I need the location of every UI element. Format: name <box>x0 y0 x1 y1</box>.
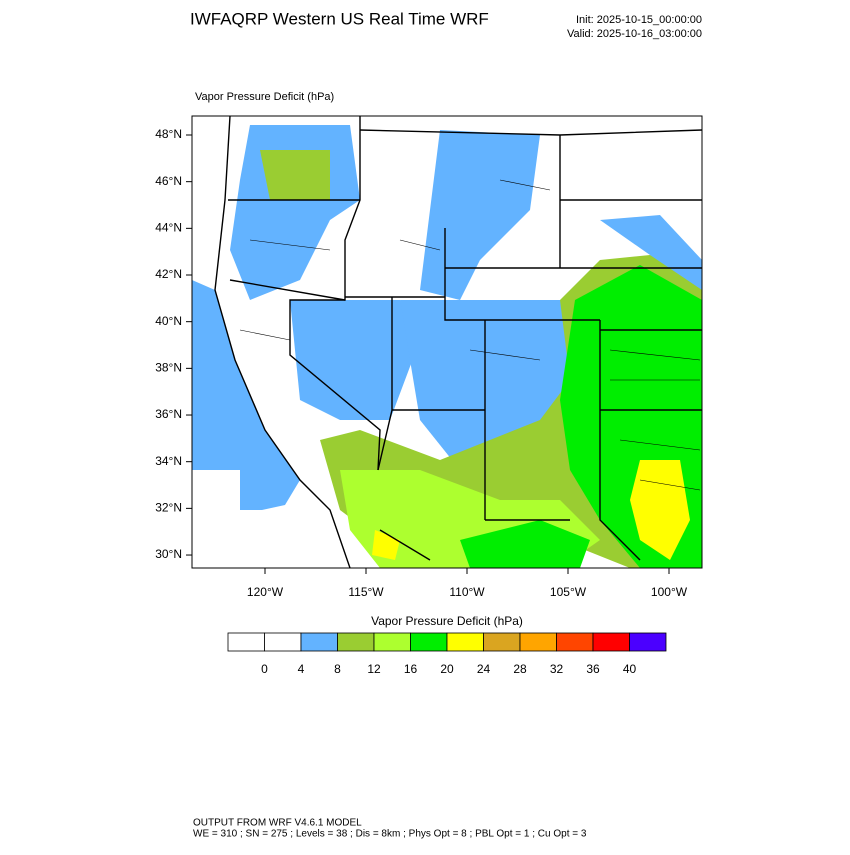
lon-labels: 120°W 115°W 110°W 105°W 100°W <box>247 568 688 599</box>
colorbar-box <box>629 632 667 652</box>
title: IWFAQRP Western US Real Time WRF <box>190 9 489 28</box>
colorbar-label: 16 <box>404 662 418 676</box>
colorbar-label: 36 <box>586 662 600 676</box>
colorbar-box <box>519 632 557 652</box>
colorbar-label: 4 <box>298 662 305 676</box>
lat-label: 34°N <box>155 454 182 468</box>
colorbar-box <box>264 632 302 652</box>
lat-label: 40°N <box>155 314 182 328</box>
lat-label: 36°N <box>155 407 182 421</box>
lat-label: 44°N <box>155 221 182 235</box>
colorbar-box <box>337 632 375 652</box>
colorbar-title: Vapor Pressure Deficit (hPa) <box>371 614 523 628</box>
lat-label: 48°N <box>155 127 182 141</box>
colorbar-label: 28 <box>513 662 527 676</box>
lat-label: 42°N <box>155 267 182 281</box>
lat-label: 46°N <box>155 174 182 188</box>
footer-line: OUTPUT FROM WRF V4.6.1 MODEL <box>193 818 362 829</box>
colorbar-box <box>300 632 338 652</box>
colorbar-label: 32 <box>550 662 564 676</box>
colorbar-box <box>446 632 484 652</box>
lon-label: 120°W <box>247 585 284 599</box>
lat-label: 30°N <box>155 547 182 561</box>
colorbar-label: 20 <box>440 662 454 676</box>
colorbar-label: 40 <box>623 662 637 676</box>
map-label: Vapor Pressure Deficit (hPa) <box>195 91 334 103</box>
lat-label: 38°N <box>155 361 182 375</box>
footer-line: WE = 310 ; SN = 275 ; Levels = 38 ; Dis … <box>193 829 587 840</box>
lon-label: 115°W <box>348 585 384 599</box>
colorbar-box <box>483 632 521 652</box>
colorbar-label: 8 <box>334 662 341 676</box>
colorbar-label: 12 <box>367 662 381 676</box>
lat-label: 32°N <box>155 501 182 515</box>
colorbar-box <box>373 632 411 652</box>
colorbar-box <box>410 632 448 652</box>
init-time: Init: 2025-10-15_00:00:00 <box>576 14 702 26</box>
colorbar-box <box>592 632 630 652</box>
lon-label: 100°W <box>651 585 688 599</box>
valid-time: Valid: 2025-10-16_03:00:00 <box>567 28 702 40</box>
colorbar-label: 24 <box>477 662 491 676</box>
colorbar-box <box>556 632 594 652</box>
map-frame <box>191 115 703 569</box>
lon-label: 110°W <box>449 585 485 599</box>
colorbar: 0 4 8 12 16 20 24 28 32 36 40 <box>227 632 667 676</box>
lon-label: 105°W <box>550 585 587 599</box>
lat-labels: 48°N 46°N 44°N 42°N 40°N 38°N 36°N 34°N 32°N 30°N <box>155 127 192 561</box>
colorbar-box <box>227 632 265 652</box>
colorbar-label: 0 <box>261 662 268 676</box>
map <box>192 116 702 568</box>
